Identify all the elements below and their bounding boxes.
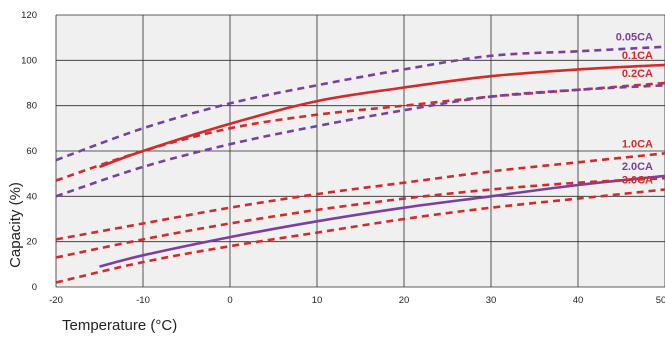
y-tick-label: 40 bbox=[26, 191, 37, 202]
series-label-0-1ca: 0.1CA bbox=[622, 50, 653, 62]
x-tick-label: 30 bbox=[486, 295, 497, 306]
y-axis-label: Capacity (%) bbox=[7, 182, 24, 268]
x-tick-label: 20 bbox=[399, 295, 410, 306]
y-tick-label: 80 bbox=[26, 101, 37, 112]
series-label-2-0ca: 2.0CA bbox=[622, 161, 653, 173]
y-tick-label: 20 bbox=[26, 237, 37, 248]
x-tick-label: 10 bbox=[312, 295, 323, 306]
series-label-1-0ca: 1.0CA bbox=[622, 138, 653, 150]
series-label-0-2ca: 0.2CA bbox=[622, 68, 653, 80]
y-tick-label: 60 bbox=[26, 146, 37, 157]
y-tick-label: 100 bbox=[21, 55, 37, 66]
x-tick-label: 40 bbox=[573, 295, 584, 306]
series-label-0-05ca: 0.05CA bbox=[616, 32, 653, 44]
x-tick-label: 0 bbox=[227, 295, 232, 306]
y-tick-label: 120 bbox=[21, 10, 37, 21]
y-tick-label: 0 bbox=[32, 282, 37, 293]
x-axis-label: Temperature (°C) bbox=[62, 317, 177, 334]
x-tick-label: -20 bbox=[49, 295, 63, 306]
series-label-3-0ca: 3.0CA bbox=[622, 175, 653, 187]
x-tick-label: -10 bbox=[136, 295, 150, 306]
x-tick-label: 50 bbox=[656, 295, 665, 306]
